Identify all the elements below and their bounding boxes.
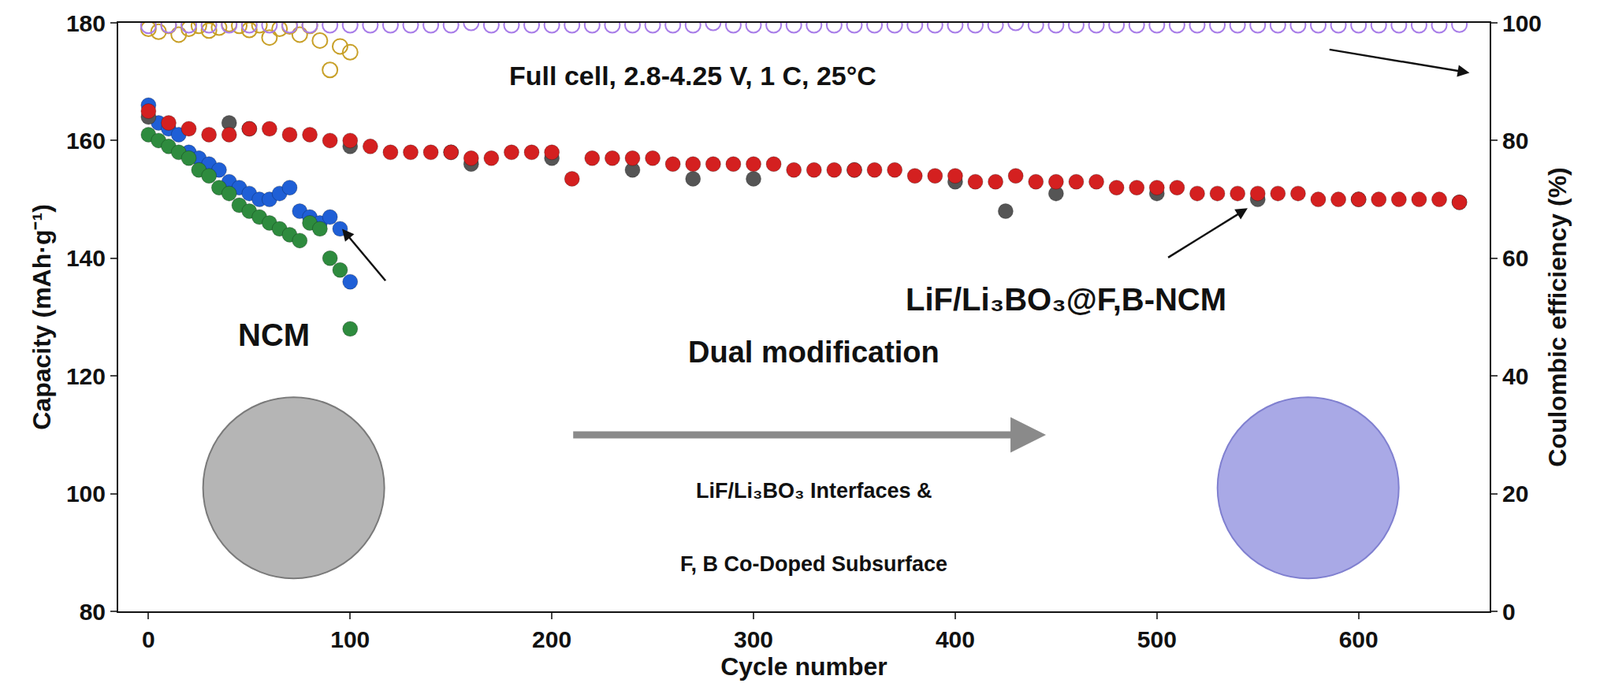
svg-text:160: 160 (66, 127, 106, 154)
svg-text:Capacity (mAh·g⁻¹): Capacity (mAh·g⁻¹) (27, 204, 56, 431)
svg-text:600: 600 (1339, 626, 1379, 653)
svg-text:60: 60 (1502, 245, 1529, 272)
svg-text:400: 400 (935, 626, 975, 653)
svg-text:NCM: NCM (238, 317, 310, 353)
svg-text:80: 80 (1502, 127, 1529, 154)
svg-text:40: 40 (1502, 363, 1529, 390)
svg-text:LiF/Li₃BO₃@F,B-NCM: LiF/Li₃BO₃@F,B-NCM (905, 282, 1227, 317)
svg-text:LiF/Li₃BO₃ Interfaces &: LiF/Li₃BO₃ Interfaces & (695, 479, 933, 503)
svg-text:100: 100 (66, 480, 106, 507)
svg-text:100: 100 (330, 626, 370, 653)
svg-text:Full cell, 2.8-4.25 V, 1 C, 25: Full cell, 2.8-4.25 V, 1 C, 25°C (509, 60, 877, 91)
svg-text:Cycle number: Cycle number (720, 652, 888, 681)
svg-text:0: 0 (1502, 599, 1516, 626)
svg-text:F, B Co-Doped Subsurface: F, B Co-Doped Subsurface (680, 552, 948, 577)
svg-text:180: 180 (66, 10, 106, 37)
svg-text:140: 140 (66, 245, 106, 272)
svg-text:300: 300 (733, 626, 774, 653)
svg-text:80: 80 (79, 599, 106, 626)
svg-text:100: 100 (1502, 10, 1542, 37)
svg-text:20: 20 (1502, 480, 1529, 507)
svg-text:120: 120 (66, 363, 106, 390)
svg-text:200: 200 (532, 626, 572, 653)
svg-text:Dual modification: Dual modification (688, 335, 940, 369)
svg-text:500: 500 (1137, 626, 1177, 653)
svg-text:Coulombic efficiency (%): Coulombic efficiency (%) (1543, 167, 1572, 468)
svg-text:0: 0 (141, 626, 156, 653)
